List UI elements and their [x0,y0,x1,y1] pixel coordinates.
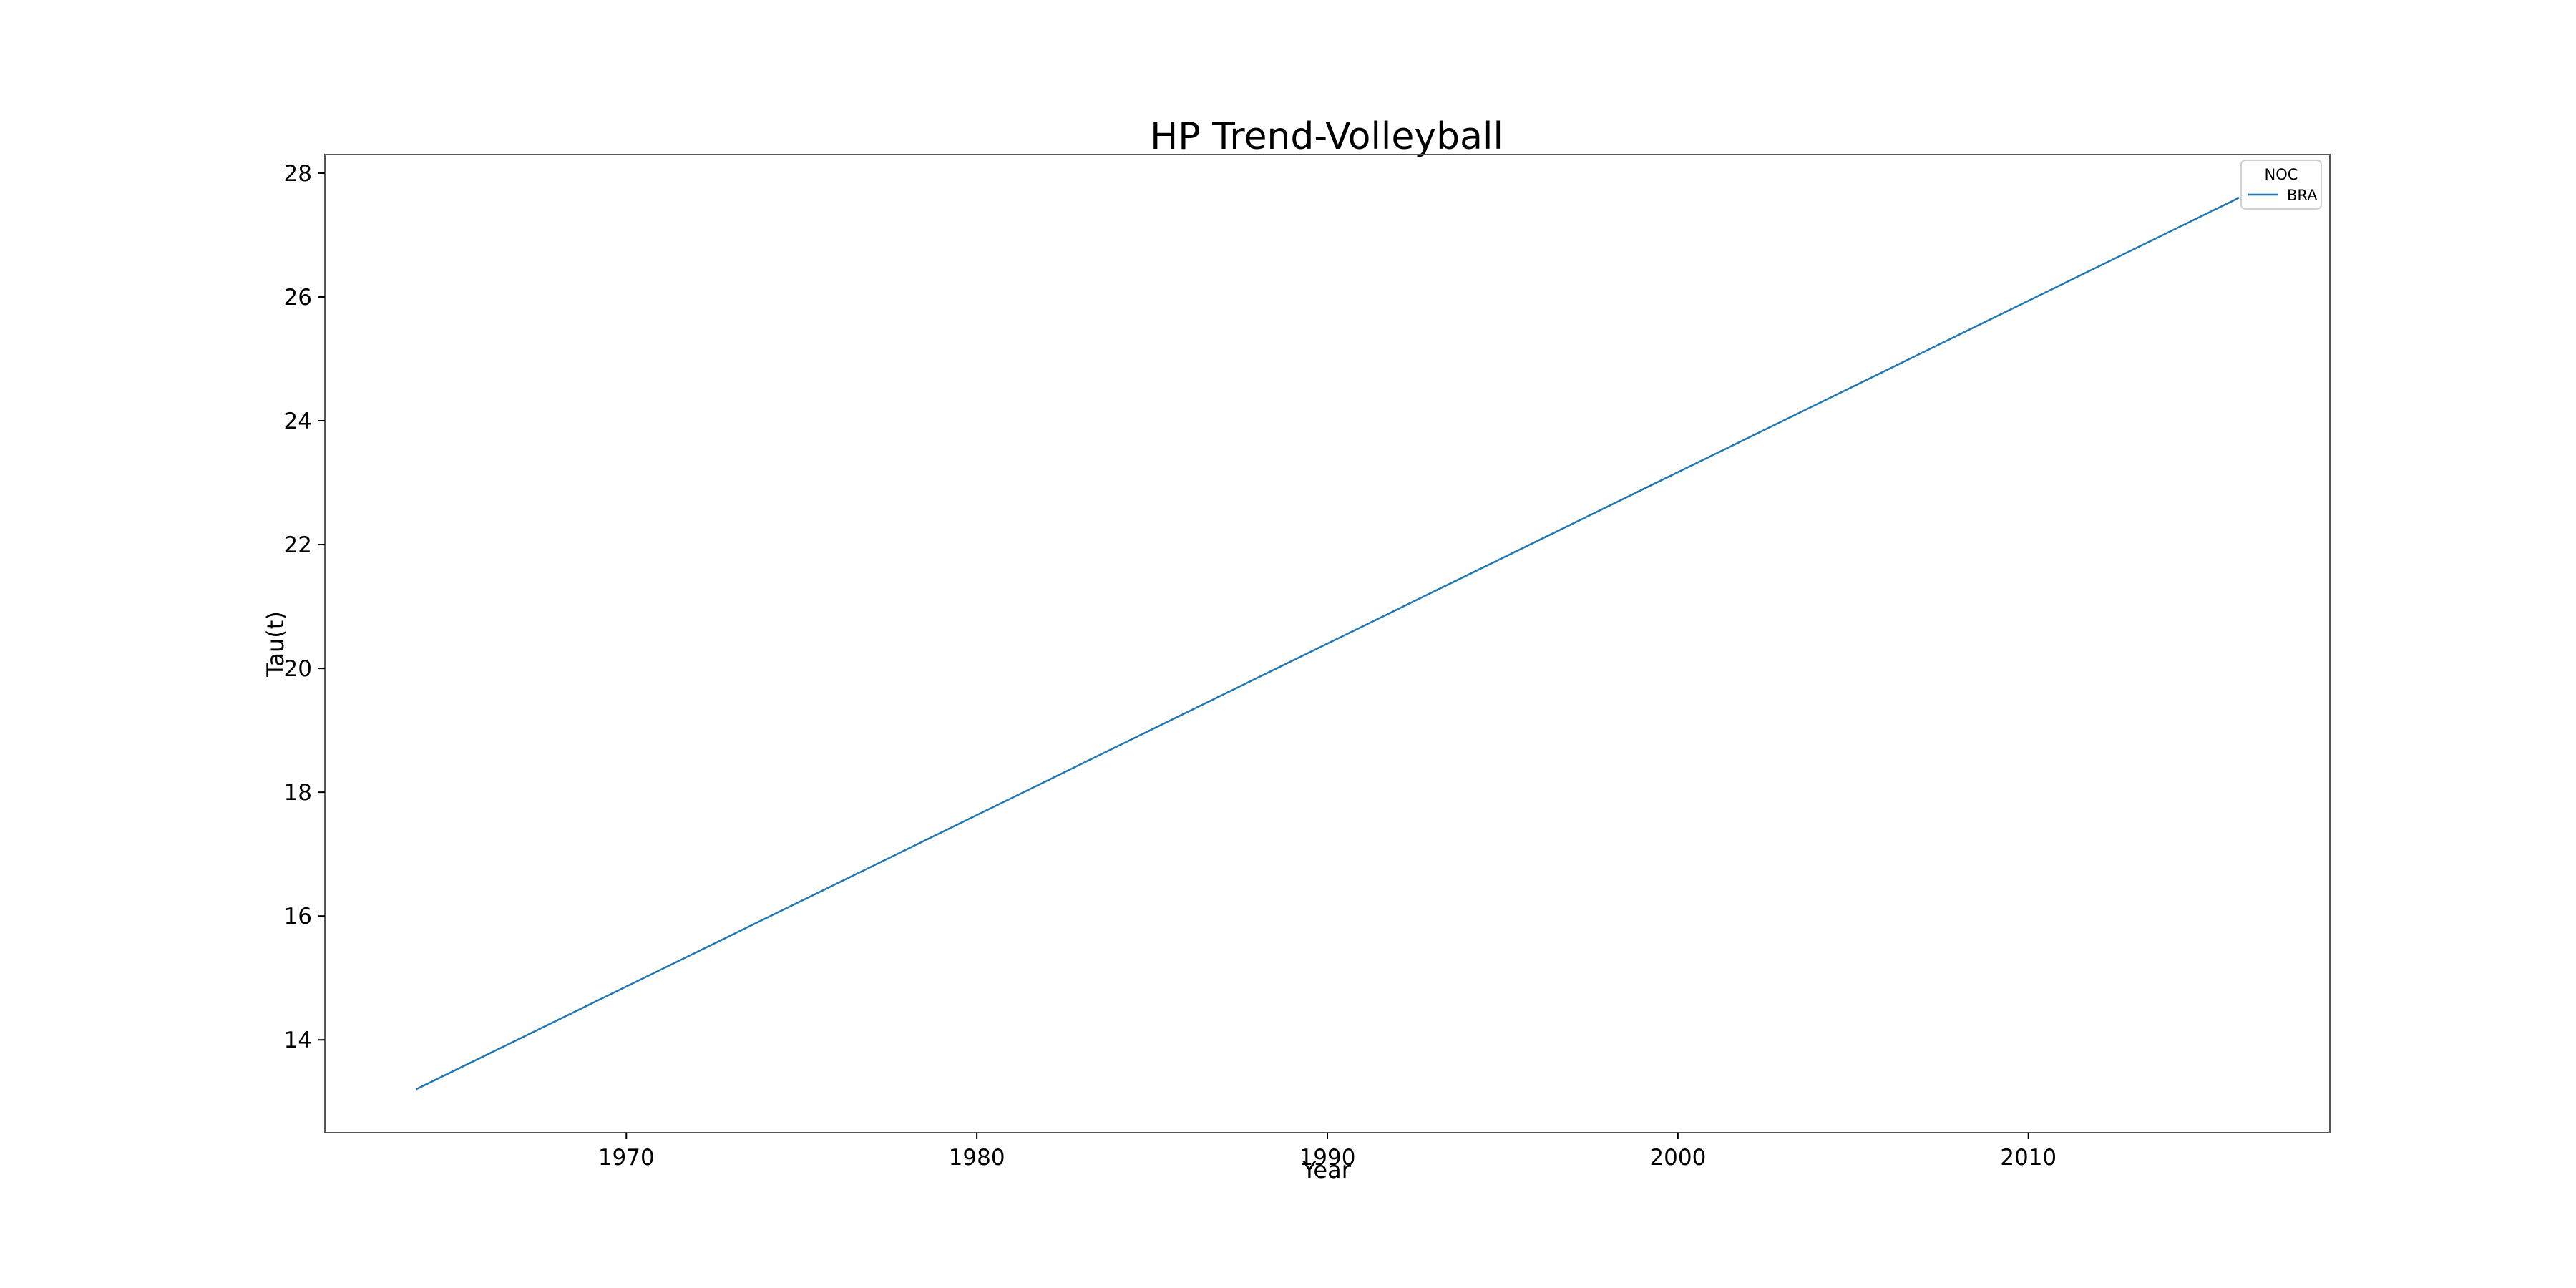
y-tick-label: 20 [284,656,312,682]
legend-box [2240,160,2322,210]
x-tick-label: 1970 [598,1145,655,1171]
y-tick-label: 14 [284,1028,312,1053]
legend-title: NOC [2265,166,2298,183]
x-axis-label: Year [1302,1156,1352,1184]
y-tick-label: 26 [284,285,312,311]
y-tick-label: 16 [284,904,312,930]
x-tick-label: 1990 [1299,1145,1356,1171]
x-axis: 1970 1980 1990 2000 2010 [598,1133,2057,1171]
x-tick-label: 2010 [2000,1145,2057,1171]
legend-label-bra: BRA [2287,187,2318,204]
y-axis-label: Tau(t) [262,611,289,678]
chart-title: HP Trend-Volleyball [1150,115,1503,158]
x-tick-label: 1980 [949,1145,1005,1171]
plot-area [324,154,2331,1133]
y-tick-label: 22 [284,532,312,558]
series-line-bra [415,197,2240,1091]
legend: NOC BRA [2240,160,2322,210]
y-axis: 14 16 18 20 22 24 26 28 [284,161,325,1053]
x-tick-label: 2000 [1649,1145,1706,1171]
y-tick-label: 28 [284,161,312,187]
y-tick-label: 18 [284,780,312,806]
y-tick-label: 24 [284,409,312,434]
